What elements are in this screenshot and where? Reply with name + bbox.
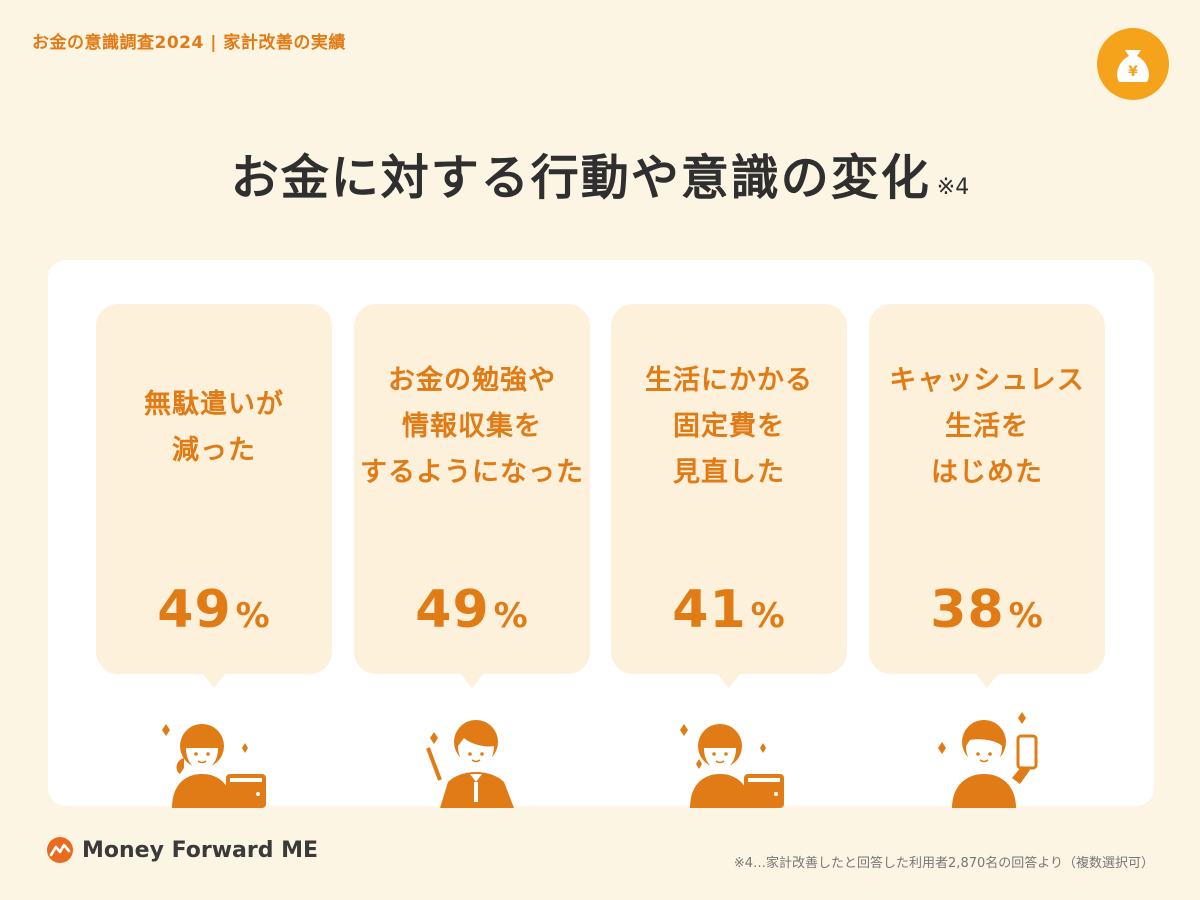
stat-card-label-line: 生活にかかる [645, 365, 813, 396]
stat-card-label-line: 情報収集を [402, 411, 542, 442]
stat-card-4: キャッシュレス 生活を はじめた 38% [869, 304, 1105, 688]
stat-card-value: 38% [869, 580, 1105, 640]
stat-value-number: 49 [415, 580, 490, 640]
money-forward-logo-icon [47, 837, 73, 863]
stat-card-1: 無駄遣いが 減った 49% [96, 304, 332, 688]
stat-card-label: キャッシュレス 生活を はじめた [869, 358, 1105, 496]
stat-card-3: 生活にかかる 固定費を 見直した 41% [611, 304, 847, 688]
person-wallet-icon [680, 724, 784, 808]
stat-card-label-line: お金の勉強や [388, 365, 556, 396]
stat-value-number: 38 [930, 580, 1005, 640]
stat-card-label-line: 減った [172, 435, 256, 466]
stat-value-unit: % [750, 596, 786, 636]
stat-card-label-line: 生活を [945, 411, 1029, 442]
brand-logo-text: Money Forward ME [82, 837, 319, 863]
stat-card-label: お金の勉強や 情報収集を するようになった [354, 358, 590, 496]
stat-card-label-line: 固定費を [673, 411, 785, 442]
person-smartphone-icon [938, 712, 1038, 808]
person-pointer-icon [426, 720, 514, 808]
stat-card-label-line: 見直した [673, 457, 785, 488]
stat-card-label-line: するようになった [360, 457, 584, 488]
stat-card-2: お金の勉強や 情報収集を するようになった 49% [354, 304, 590, 688]
stat-card-label-line: はじめた [931, 457, 1043, 488]
stat-card-value: 49% [354, 580, 590, 640]
yen-symbol: ¥ [1128, 64, 1138, 80]
title-note: ※4 [936, 175, 970, 200]
stat-card-label: 無駄遣いが 減った [96, 382, 332, 474]
money-bag-icon: ¥ [1117, 50, 1149, 82]
stat-card-value: 49% [96, 580, 332, 640]
stat-card-label-line: キャッシュレス [889, 365, 1085, 396]
money-bag-badge: ¥ [1097, 28, 1169, 100]
brand-logo: Money Forward ME [46, 836, 318, 864]
person-wallet-icon [162, 724, 266, 808]
page-title: お金に対する行動や意識の変化 ※4 [0, 138, 1200, 208]
stat-card-label: 生活にかかる 固定費を 見直した [611, 358, 847, 496]
stat-value-number: 49 [157, 580, 232, 640]
stat-value-unit: % [493, 596, 529, 636]
stat-value-unit: % [235, 596, 271, 636]
page-title-text: お金に対する行動や意識の変化 [230, 150, 931, 206]
stat-card-value: 41% [611, 580, 847, 640]
header-label: お金の意識調査2024 | 家計改善の実績 [32, 33, 346, 53]
stat-value-number: 41 [672, 580, 747, 640]
footnote: ※4…家計改善したと回答した利用者2,870名の回答より（複数選択可） [733, 856, 1154, 871]
stat-card-label-line: 無駄遣いが [144, 389, 284, 420]
stat-value-unit: % [1008, 596, 1044, 636]
